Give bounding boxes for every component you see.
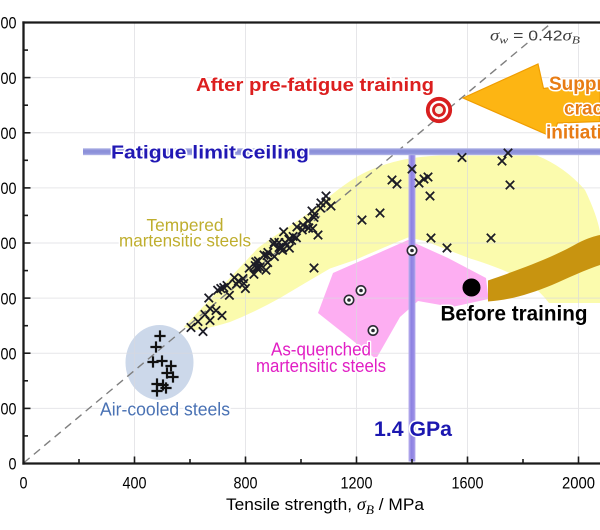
svg-text:Before training: Before training (441, 303, 588, 326)
svg-text:00: 00 (1, 69, 17, 88)
svg-text:00: 00 (1, 344, 17, 363)
svg-text:2000: 2000 (562, 474, 595, 493)
svg-text:martensitic steels: martensitic steels (119, 231, 251, 251)
svg-text:800: 800 (234, 474, 258, 493)
svg-text:00: 00 (1, 124, 17, 143)
svg-text:As-quenched: As-quenched (271, 340, 371, 360)
svg-text:martensitic steels: martensitic steels (256, 356, 386, 376)
svg-text:0: 0 (9, 455, 17, 474)
svg-text:00: 00 (1, 400, 17, 419)
svg-text:1600: 1600 (452, 474, 484, 493)
svg-text:Air-cooled steels: Air-cooled steels (100, 400, 230, 420)
svg-text:1200: 1200 (341, 474, 373, 493)
svg-text:initiation: initiation (546, 123, 600, 144)
svg-text:00: 00 (1, 234, 17, 253)
svg-text:Fatigue limit ceiling: Fatigue limit ceiling (111, 142, 309, 163)
svg-text:crack: crack (564, 99, 600, 120)
svg-text:Tempered: Tempered (147, 215, 224, 235)
svg-text:Tensile strength, σB / MPa: Tensile strength, σB / MPa (226, 494, 425, 517)
svg-text:400: 400 (123, 474, 147, 493)
svg-text:00: 00 (1, 179, 17, 198)
svg-text:1.4 GPa: 1.4 GPa (374, 418, 452, 441)
svg-text:After pre-fatigue training: After pre-fatigue training (196, 75, 434, 95)
svg-text:0: 0 (20, 474, 28, 493)
svg-text:00: 00 (1, 14, 17, 33)
svg-text:00: 00 (1, 289, 17, 308)
svg-text:Suppressing: Suppressing (549, 74, 600, 95)
